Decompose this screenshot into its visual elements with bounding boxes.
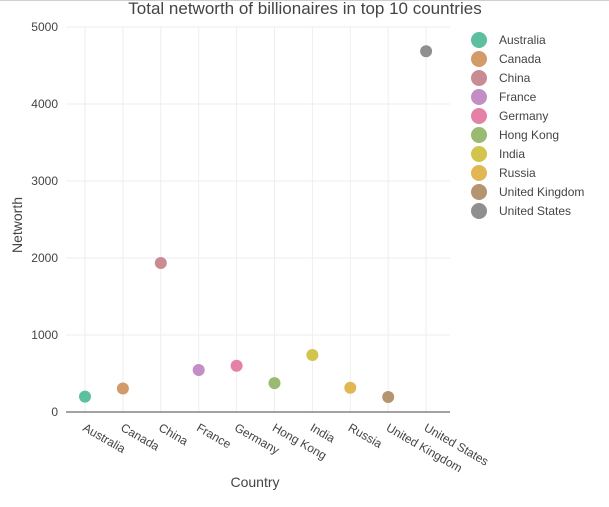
x-tick-label: France bbox=[194, 420, 234, 451]
data-point[interactable] bbox=[306, 349, 319, 362]
legend-item[interactable]: India bbox=[471, 146, 525, 162]
legend-marker bbox=[471, 89, 487, 105]
x-axis-title: Country bbox=[230, 474, 279, 490]
legend-item[interactable]: United States bbox=[471, 203, 571, 219]
y-tick-label: 4000 bbox=[31, 97, 58, 111]
y-tick-label: 3000 bbox=[31, 174, 58, 188]
legend-label: Hong Kong bbox=[499, 128, 559, 142]
y-tick-label: 1000 bbox=[31, 328, 58, 342]
legend: Australia Canada China France Germany Hong Ko… bbox=[471, 32, 584, 219]
legend-label: Canada bbox=[499, 52, 541, 66]
gridlines bbox=[66, 26, 450, 412]
y-tick-label: 0 bbox=[51, 405, 58, 419]
x-tick-label: Russia bbox=[346, 420, 385, 451]
legend-label: Russia bbox=[499, 166, 536, 180]
legend-label: Australia bbox=[499, 33, 546, 47]
data-point[interactable] bbox=[192, 364, 205, 377]
legend-label: United Kingdom bbox=[499, 185, 584, 199]
legend-item[interactable]: United Kingdom bbox=[471, 184, 584, 200]
data-points bbox=[79, 45, 433, 403]
legend-label: China bbox=[499, 71, 531, 85]
legend-marker bbox=[471, 203, 487, 219]
data-point[interactable] bbox=[420, 45, 433, 58]
x-tick-label: Australia bbox=[81, 420, 129, 456]
data-point[interactable] bbox=[230, 359, 243, 372]
legend-marker bbox=[471, 184, 487, 200]
y-tick-label: 5000 bbox=[31, 20, 58, 34]
legend-item[interactable]: Australia bbox=[471, 32, 546, 48]
legend-marker bbox=[471, 108, 487, 124]
y-axis-title: Networth bbox=[9, 197, 25, 253]
legend-item[interactable]: France bbox=[471, 89, 537, 105]
legend-marker bbox=[471, 70, 487, 86]
data-point[interactable] bbox=[79, 390, 91, 403]
legend-marker bbox=[471, 51, 487, 67]
legend-marker bbox=[471, 127, 487, 143]
window-top-border bbox=[0, 0, 609, 1]
data-point[interactable] bbox=[382, 390, 395, 403]
legend-item[interactable]: Hong Kong bbox=[471, 127, 559, 143]
y-axis-ticks: 0 1000 2000 3000 4000 5000 bbox=[31, 20, 58, 419]
data-point[interactable] bbox=[268, 377, 281, 390]
legend-marker bbox=[471, 165, 487, 181]
legend-item[interactable]: Canada bbox=[471, 51, 541, 67]
legend-label: France bbox=[499, 90, 537, 104]
legend-label: Germany bbox=[499, 109, 548, 123]
chart-title: Total networth of billionaires in top 10… bbox=[128, 0, 481, 18]
legend-label: India bbox=[499, 147, 525, 161]
legend-item[interactable]: Russia bbox=[471, 165, 536, 181]
legend-item[interactable]: Germany bbox=[471, 108, 548, 124]
data-point[interactable] bbox=[344, 381, 357, 394]
legend-item[interactable]: China bbox=[471, 70, 531, 86]
data-point[interactable] bbox=[116, 382, 129, 395]
legend-label: United States bbox=[499, 204, 571, 218]
y-tick-label: 2000 bbox=[31, 251, 58, 265]
x-tick-label: China bbox=[156, 420, 190, 448]
legend-marker bbox=[471, 146, 487, 162]
legend-marker bbox=[471, 32, 487, 48]
data-point[interactable] bbox=[154, 257, 167, 270]
